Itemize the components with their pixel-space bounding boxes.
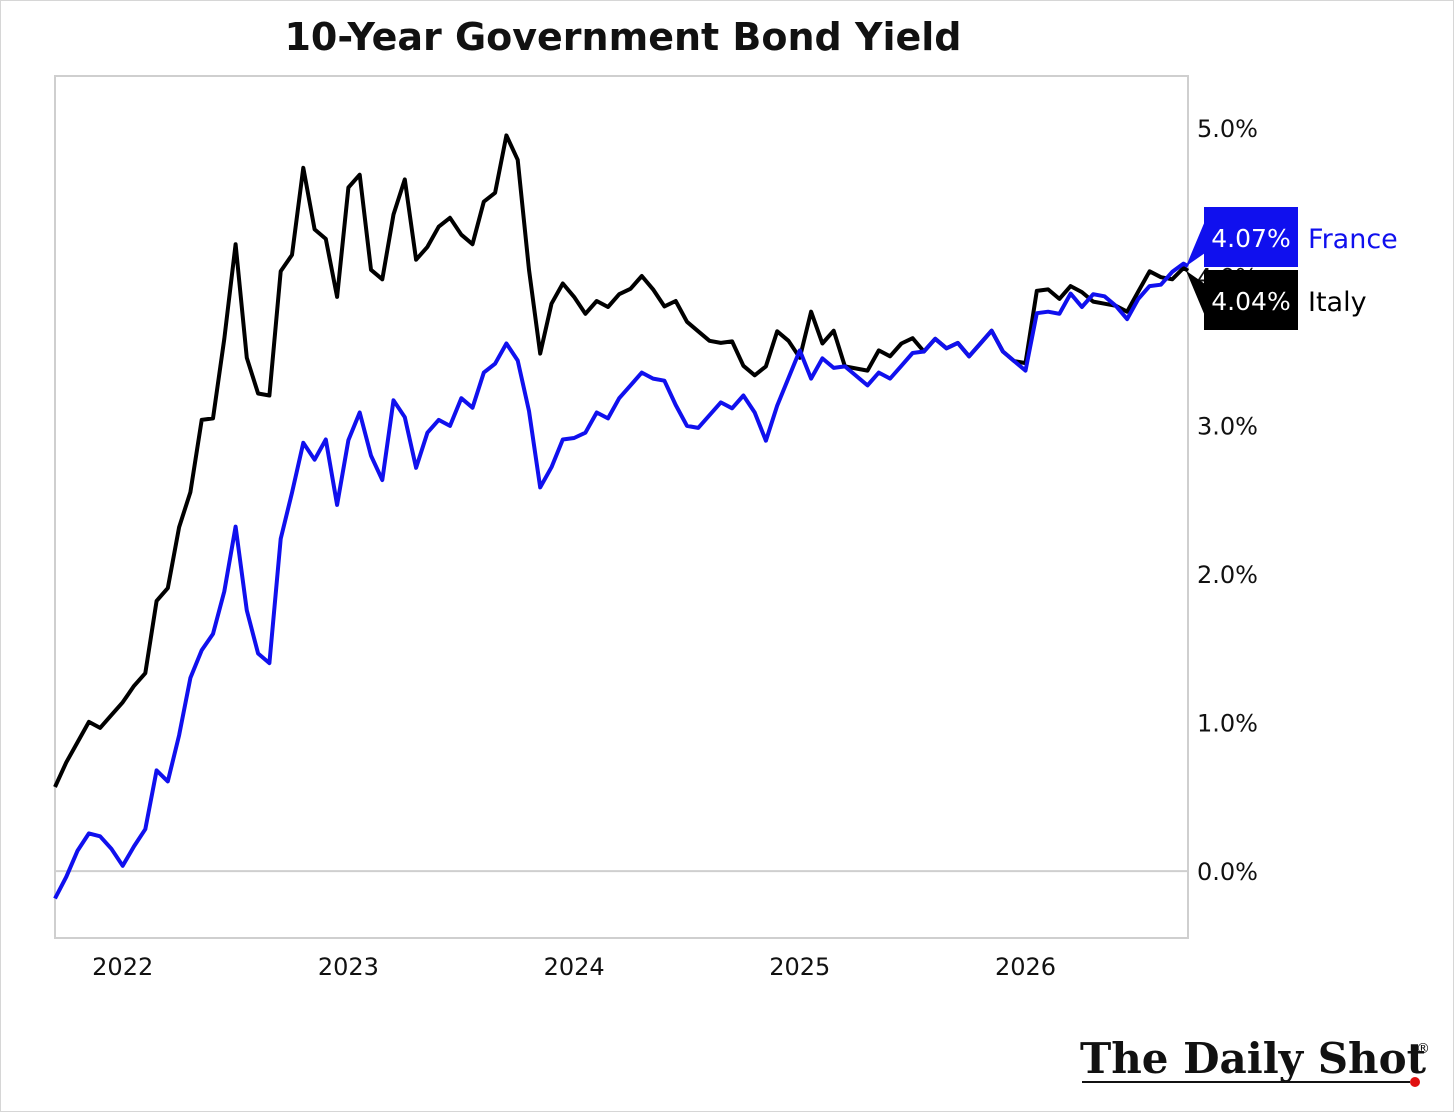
x-tick-label: 2022	[92, 953, 153, 981]
series-name-label: Italy	[1308, 287, 1367, 318]
end-value-label: 4.07%	[1211, 224, 1290, 253]
series-layer	[53, 133, 1190, 900]
chart-title: 10-Year Government Bond Yield	[284, 15, 961, 59]
end-label-box	[1204, 270, 1298, 330]
end-value-label: 4.04%	[1211, 287, 1290, 316]
brand-text: The Daily Shot	[1080, 1034, 1427, 1083]
series-name-label: France	[1308, 224, 1398, 255]
series-line-italy	[53, 133, 1190, 788]
brand-registered-mark: ®	[1416, 1041, 1430, 1057]
y-tick-label: 2.0%	[1197, 561, 1258, 589]
y-tick-label: 5.0%	[1197, 115, 1258, 143]
end-labels: 4.07% France 4.04% Italy	[1186, 207, 1398, 330]
x-tick-label: 2023	[318, 953, 379, 981]
end-label-france: 4.07% France	[1186, 207, 1398, 267]
x-tick-label: 2025	[769, 953, 830, 981]
x-tick-label: 2024	[544, 953, 605, 981]
brand-logo: The Daily Shot ®	[1080, 1034, 1430, 1087]
brand-dot	[1410, 1077, 1420, 1087]
end-label-pointer	[1186, 221, 1205, 267]
end-label-pointer	[1186, 270, 1205, 316]
x-tick-label: 2026	[995, 953, 1056, 981]
end-label-box	[1204, 207, 1298, 267]
end-label-italy: 4.04% Italy	[1186, 270, 1367, 330]
y-tick-label: 0.0%	[1197, 858, 1258, 886]
y-tick-label: 1.0%	[1197, 710, 1258, 738]
plot-area	[54, 75, 1189, 939]
y-axis: 0.0%1.0%2.0%3.0%4.0%5.0%	[1197, 115, 1258, 886]
x-axis: 2022 2023 2024 2025 2026	[92, 953, 1056, 981]
series-line-france	[53, 261, 1190, 900]
y-tick-label: 3.0%	[1197, 412, 1258, 440]
